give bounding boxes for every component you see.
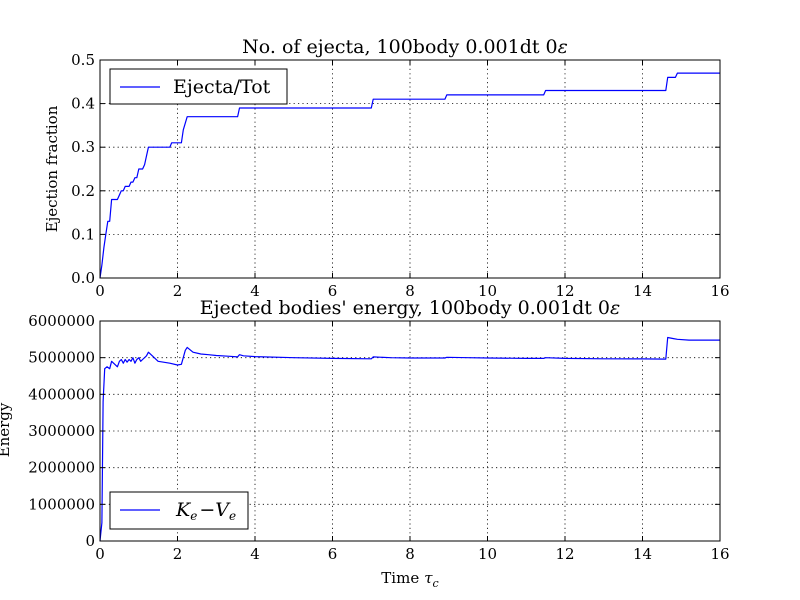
chart-2-legend-label: Ke −Ve <box>175 499 236 523</box>
chart-1-ticks: 0 2 4 6 8 10 12 14 16 0.0 0.1 0.2 0.3 0.4 0.5 <box>71 51 729 300</box>
x-tick-label: 14 <box>633 545 652 563</box>
y-tick-label: 6000000 <box>28 312 95 330</box>
chart-1-series-group <box>99 72 720 279</box>
x-tick-label: 2 <box>173 282 183 300</box>
chart-2-legend-box <box>109 491 249 530</box>
y-tick-label: 0.0 <box>71 269 95 287</box>
chart-2-title: Ejected bodies' energy, 100body 0.001dt … <box>200 297 620 319</box>
y-tick-label: 0.3 <box>71 138 95 156</box>
y-tick-label: 5000000 <box>28 349 95 367</box>
series-line <box>99 336 720 542</box>
y-tick-label: 0.2 <box>71 182 95 200</box>
chart-ejected-energy: Ejected bodies' energy, 100body 0.001dt … <box>0 297 730 590</box>
chart-1-title: No. of ejecta, 100body 0.001dt 0ε <box>242 36 568 58</box>
x-tick-label: 0 <box>95 545 105 563</box>
chart-2-grid <box>100 321 720 541</box>
chart-2-ticks: 0 2 4 6 8 10 12 14 16 0 1000000 2000000 3000000 40000… <box>28 312 729 563</box>
x-tick-label: 10 <box>478 545 497 563</box>
x-tick-label: 4 <box>250 282 260 300</box>
x-tick-label: 10 <box>478 282 497 300</box>
chart-2-legend: Ke −Ve <box>109 491 249 530</box>
x-tick-label: 6 <box>328 545 338 563</box>
y-tick-label: 1000000 <box>28 495 95 513</box>
y-tick-label: 2000000 <box>28 459 95 477</box>
x-tick-label: 16 <box>710 545 729 563</box>
x-tick-label: 12 <box>555 545 574 563</box>
y-tick-label: 3000000 <box>28 422 95 440</box>
chart-2-xlabel: Time τc <box>381 569 438 590</box>
series-line <box>99 72 720 279</box>
x-tick-label: 12 <box>555 282 574 300</box>
x-tick-label: 0 <box>95 282 105 300</box>
y-tick-label: 0.1 <box>71 225 95 243</box>
y-tick-label: 0.4 <box>71 95 95 113</box>
x-tick-label: 4 <box>250 545 260 563</box>
x-tick-label: 2 <box>173 545 183 563</box>
chart-2-ylabel: Energy <box>0 402 13 457</box>
chart-1-legend: Ejecta/Tot <box>109 68 288 105</box>
chart-1-ylabel: Ejection fraction <box>43 105 61 232</box>
x-tick-label: 14 <box>633 282 652 300</box>
y-tick-label: 0.5 <box>71 51 95 69</box>
chart-ejection-fraction: No. of ejecta, 100body 0.001dt 0ε Ejecti… <box>43 36 730 300</box>
x-tick-label: 8 <box>405 545 415 563</box>
y-tick-label: 0 <box>85 532 95 550</box>
chart-2-series-group <box>99 336 720 542</box>
x-tick-label: 6 <box>328 282 338 300</box>
y-tick-label: 4000000 <box>28 385 95 403</box>
x-tick-label: 16 <box>710 282 729 300</box>
chart-1-legend-label: Ejecta/Tot <box>173 76 271 98</box>
x-tick-label: 8 <box>405 282 415 300</box>
